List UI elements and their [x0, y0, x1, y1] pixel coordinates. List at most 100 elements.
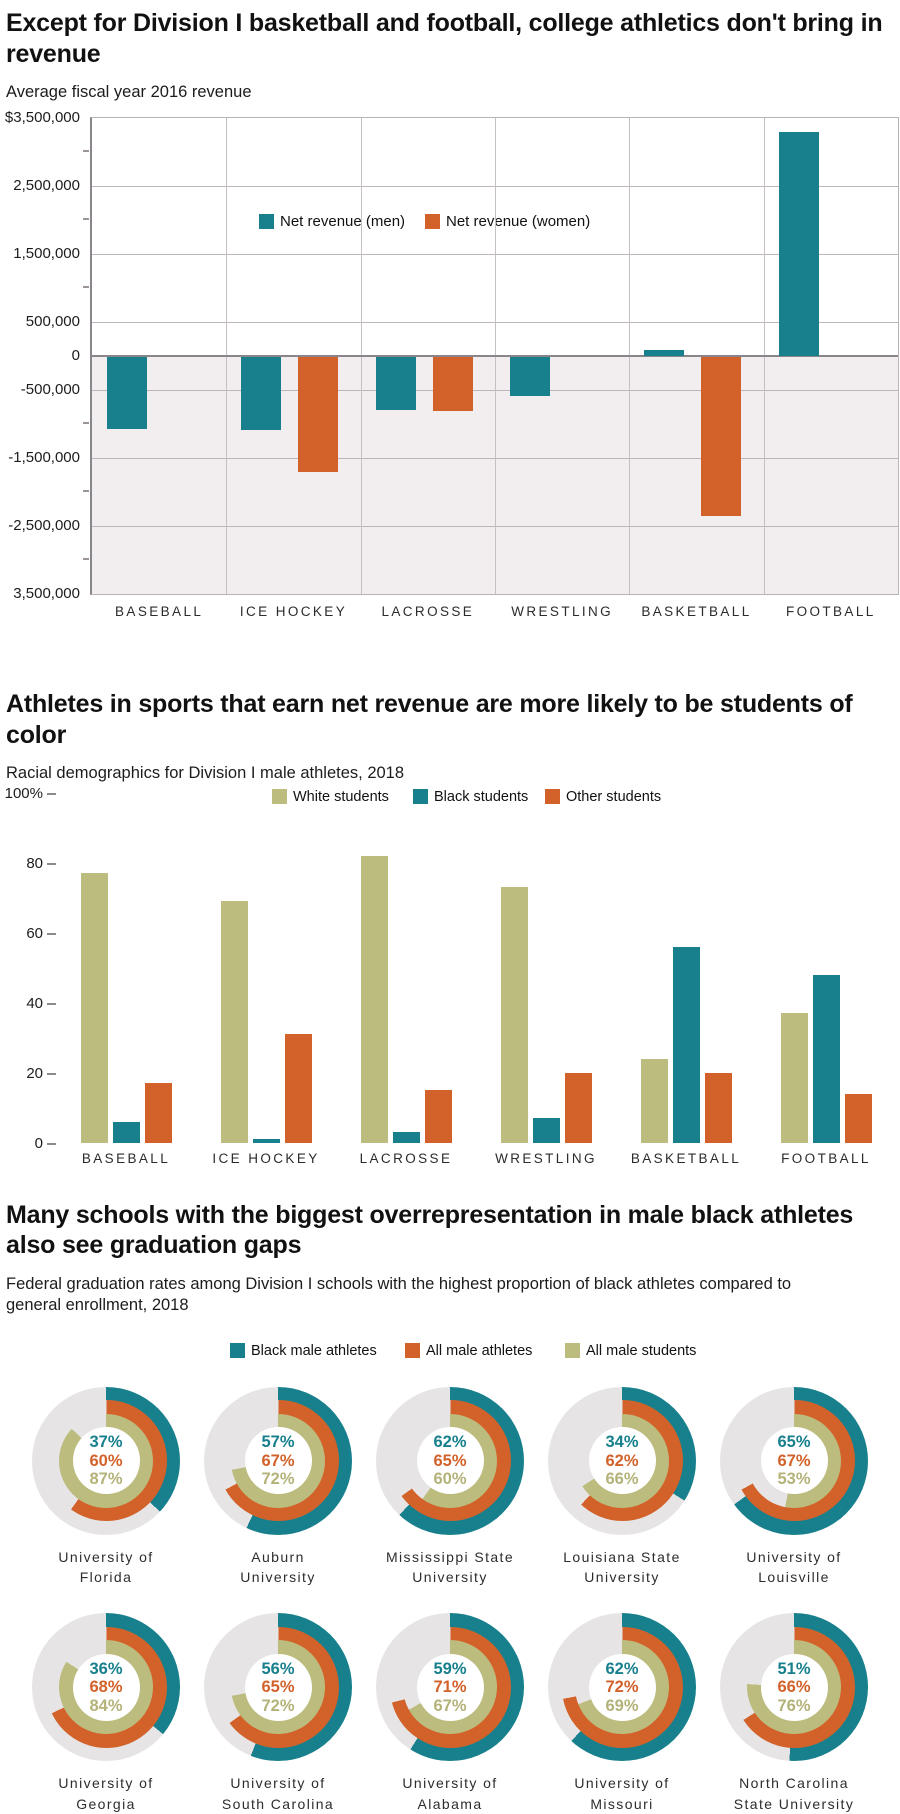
all-male-athletes-legend-swatch — [405, 1343, 420, 1359]
category-label-basketball: BASKETBALL — [630, 1150, 742, 1166]
bar-net-revenue-men--lacrosse — [375, 357, 416, 411]
y-minor-tick — [83, 422, 89, 425]
category-label-baseball: BASEBALL — [81, 1150, 171, 1166]
legend-item-white-students: White students — [272, 789, 389, 805]
legend-item-women: Net revenue (women) — [425, 213, 590, 230]
pct-label-all-male-students: 76% — [777, 1696, 811, 1715]
pct-label-all-male-students: 72% — [261, 1696, 295, 1715]
school-cell-university-of-south-carolina: 56% 65% 72% University of South Carolina — [192, 1613, 364, 1814]
pct-label-all-male-students: 60% — [433, 1470, 467, 1488]
y-tick-mark — [47, 1002, 56, 1005]
y-tick-label: -500,000 — [20, 381, 80, 399]
pct-label-all-male-students: 66% — [605, 1470, 639, 1488]
y-tick-mark — [47, 792, 56, 795]
bar-other-students-ice-hockey — [284, 1034, 312, 1143]
donut-university-of-louisville: 65% 67% 53% — [720, 1386, 868, 1535]
school-cell-louisiana-state-university: 34% 62% 66% Louisiana State University — [536, 1386, 708, 1588]
pct-label-all-male-students: 53% — [777, 1470, 811, 1488]
white-students-legend-swatch — [272, 789, 287, 805]
donut-louisiana-state-university: 34% 62% 66% — [548, 1386, 696, 1535]
pct-label-all-male-students: 84% — [89, 1696, 123, 1715]
category-label-wrestling: WRESTLING — [511, 604, 614, 620]
school-cell-auburn-university: 57% 67% 72% Auburn University — [192, 1386, 364, 1588]
category-label-basketball: BASKETBALL — [641, 604, 752, 620]
y-minor-tick — [83, 218, 89, 221]
zero-axis-line — [92, 355, 898, 358]
bar-black-students-football — [812, 974, 840, 1143]
pct-label-all-male-athletes: 60% — [89, 1451, 123, 1470]
legend-item-black-students: Black students — [413, 789, 528, 805]
demographics-section: Athletes in sports that earn net revenue… — [5, 689, 892, 1166]
pct-label-black-male-athletes: 37% — [89, 1433, 123, 1451]
legend-item-black-male-athletes: Black male athletes — [230, 1343, 377, 1359]
donut-north-carolina-state-university: 51% 66% 76% — [720, 1613, 868, 1762]
pct-label-all-male-athletes: 65% — [261, 1678, 295, 1697]
pct-label-all-male-athletes: 62% — [605, 1451, 639, 1470]
women-legend-swatch — [425, 214, 440, 230]
y-minor-tick — [83, 490, 89, 493]
pct-label-black-male-athletes: 34% — [605, 1433, 639, 1451]
school-name: University of Florida — [58, 1548, 154, 1586]
donut-university-of-south-carolina: 56% 65% 72% — [204, 1613, 352, 1762]
y-tick-label: 40 — [26, 995, 56, 1012]
y-minor-tick — [83, 150, 89, 153]
bar-other-students-wrestling — [564, 1072, 592, 1143]
legend-item-all-male-athletes: All male athletes — [405, 1343, 532, 1359]
demographics-chart: 100% 80 60 40 20 0 White students Black stude… — [5, 785, 892, 1152]
bar-other-students-football — [844, 1093, 872, 1143]
revenue-category-axis: BASEBALL ICE HOCKEY LACROSSE WRESTLING BASKE… — [92, 604, 898, 619]
bar-black-students-basketball — [672, 946, 700, 1143]
revenue-chart-subtitle: Average fiscal year 2016 revenue — [6, 83, 252, 101]
donut-center: 65% 67% 53% — [760, 1427, 828, 1495]
donut-mississippi-state-university: 62% 65% 60% — [376, 1386, 524, 1535]
black-male-athletes-legend-swatch — [230, 1343, 245, 1359]
pct-label-all-male-athletes: 67% — [777, 1451, 811, 1470]
bar-net-revenue-women--basketball — [701, 357, 742, 516]
bar-white-students-lacrosse — [360, 855, 388, 1143]
category-label-ice-hockey: ICE HOCKEY — [239, 604, 348, 620]
bar-net-revenue-men--football — [778, 132, 819, 357]
y-tick-label: 80 — [26, 855, 56, 872]
bar-other-students-lacrosse — [424, 1090, 452, 1143]
graduation-legend: Black male athletes All male athletes Al… — [6, 1343, 892, 1363]
y-minor-tick — [83, 558, 89, 561]
black-students-legend-label: Black students — [434, 788, 529, 805]
pct-label-black-male-athletes: 51% — [777, 1659, 811, 1678]
pct-label-all-male-athletes: 71% — [433, 1678, 467, 1697]
pct-label-black-male-athletes: 62% — [605, 1659, 639, 1678]
y-tick-label: -1,500,000 — [8, 449, 80, 467]
category-label-football: FOOTBALL — [781, 1150, 871, 1166]
men-legend-swatch — [259, 214, 274, 230]
bar-net-revenue-men--ice-hockey — [241, 357, 282, 430]
black-students-legend-swatch — [413, 789, 428, 805]
bar-white-students-basketball — [640, 1058, 668, 1143]
pct-label-all-male-athletes: 65% — [433, 1451, 467, 1470]
y-tick-label: 0 — [35, 1135, 56, 1152]
school-name: University of Louisville — [746, 1548, 842, 1586]
donut-auburn-university: 57% 67% 72% — [204, 1386, 352, 1535]
y-tick-label: 3,500,000 — [13, 585, 80, 603]
bar-black-students-wrestling — [532, 1118, 560, 1143]
school-cell-north-carolina-state-university: 51% 66% 76% North Carolina State University — [708, 1613, 880, 1814]
bar-white-students-ice-hockey — [220, 901, 248, 1143]
graduation-chart-title: Many schools with the biggest overrepres… — [6, 1200, 854, 1260]
legend-item-men: Net revenue (men) — [259, 213, 405, 230]
demographics-chart-subtitle: Racial demographics for Division I male … — [6, 764, 405, 783]
donut-row-2: 36% 68% 84% University of Georgia 56% 65% 72% U… — [20, 1613, 892, 1814]
white-students-legend-label: White students — [293, 788, 389, 805]
bar-white-students-baseball — [80, 873, 108, 1143]
school-cell-university-of-georgia: 36% 68% 84% University of Georgia — [20, 1613, 192, 1814]
demographics-y-axis: 100% 80 60 40 20 0 — [5, 785, 56, 1152]
donut-center: 62% 72% 69% — [588, 1653, 656, 1721]
bar-other-students-basketball — [704, 1072, 732, 1143]
category-label-football: FOOTBALL — [785, 604, 876, 620]
pct-label-black-male-athletes: 59% — [433, 1659, 467, 1678]
black-male-athletes-legend-label: Black male athletes — [251, 1342, 377, 1359]
demographics-chart-title: Athletes in sports that earn net revenue… — [6, 690, 853, 749]
all-male-students-legend-swatch — [565, 1343, 580, 1359]
revenue-chart-title: Except for Division I basketball and foo… — [6, 9, 883, 68]
pct-label-all-male-students: 69% — [605, 1696, 639, 1715]
revenue-y-axis: $3,500,000 2,500,000 1,500,000 500,000 0 -500… — [5, 109, 90, 602]
donut-center: 36% 68% 84% — [72, 1653, 140, 1721]
graduation-section: Many schools with the biggest overrepres… — [6, 1200, 892, 1814]
